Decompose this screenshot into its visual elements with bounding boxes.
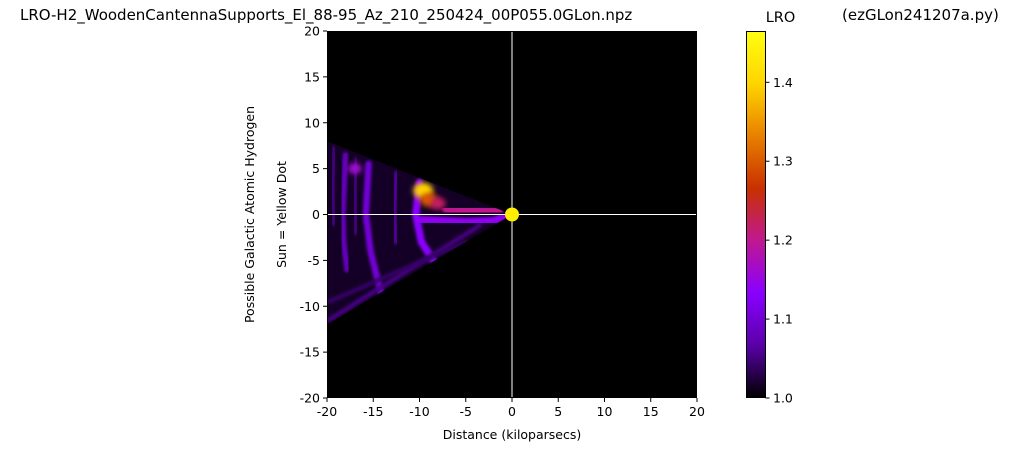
x-tick-label: -10 <box>409 404 429 419</box>
x-tick-label: -20 <box>317 404 337 419</box>
script-name-label: (ezGLon241207a.py) <box>842 6 999 24</box>
emission-streak-10 <box>442 204 504 217</box>
x-axis-label: Distance (kiloparsecs) <box>443 427 582 442</box>
emission-streak-7 <box>327 223 482 323</box>
y-axis-label: Possible Galactic Atomic Hydrogen <box>242 106 257 323</box>
y-tick-label: -15 <box>300 345 320 360</box>
x-tick-label: 10 <box>597 404 613 419</box>
x-tick-label: -15 <box>363 404 383 419</box>
x-axis: -20 -15 -10 -5 0 5 10 15 20 <box>317 398 705 419</box>
emission-wedge <box>327 141 512 325</box>
colorbar-tick-label: 1.0 <box>773 391 793 406</box>
sun-marker <box>505 207 519 222</box>
plot-frame <box>327 31 697 398</box>
y-tick-label: -5 <box>308 253 320 268</box>
colorbar-tick-label: 1.2 <box>773 233 793 248</box>
y-axis-sublabel: Sun = Yellow Dot <box>274 161 289 268</box>
emission-hotspot-3 <box>430 197 446 210</box>
emission-streak-4 <box>391 170 399 245</box>
y-tick-label: -20 <box>300 391 320 406</box>
x-tick-label: 5 <box>554 404 562 419</box>
colorbar-tick-label: 1.3 <box>773 154 793 169</box>
emission-streak-6 <box>330 146 337 227</box>
chart-title: LRO-H2_WoodenCantennaSupports_El_88-95_A… <box>20 6 633 24</box>
colorbar-tick-label: 1.1 <box>773 312 793 327</box>
y-tick-label: 20 <box>304 24 320 39</box>
colorbar-title: LRO <box>766 10 796 26</box>
y-tick-label: 0 <box>312 207 320 222</box>
emission-streak-9 <box>417 212 512 226</box>
x-tick-label: 15 <box>643 404 659 419</box>
y-tick-label: -10 <box>300 299 320 314</box>
y-tick-label: 15 <box>304 69 320 84</box>
y-axis: -20 -15 -10 -5 0 5 10 15 20 <box>300 24 327 406</box>
y-tick-label: 10 <box>304 115 320 130</box>
colorbar-tick-label: 1.4 <box>773 75 793 90</box>
y-tick-label: 5 <box>312 161 320 176</box>
x-tick-label: 0 <box>508 404 516 419</box>
emission-streak-3 <box>339 152 351 273</box>
x-tick-label: -5 <box>460 404 472 419</box>
colorbar <box>746 31 766 398</box>
x-tick-label: 20 <box>689 404 705 419</box>
emission-hotspot-4 <box>347 163 362 175</box>
colorbar-axis: 1.0 1.1 1.2 1.3 1.4 <box>765 75 793 406</box>
emission-streak-8 <box>327 239 468 304</box>
